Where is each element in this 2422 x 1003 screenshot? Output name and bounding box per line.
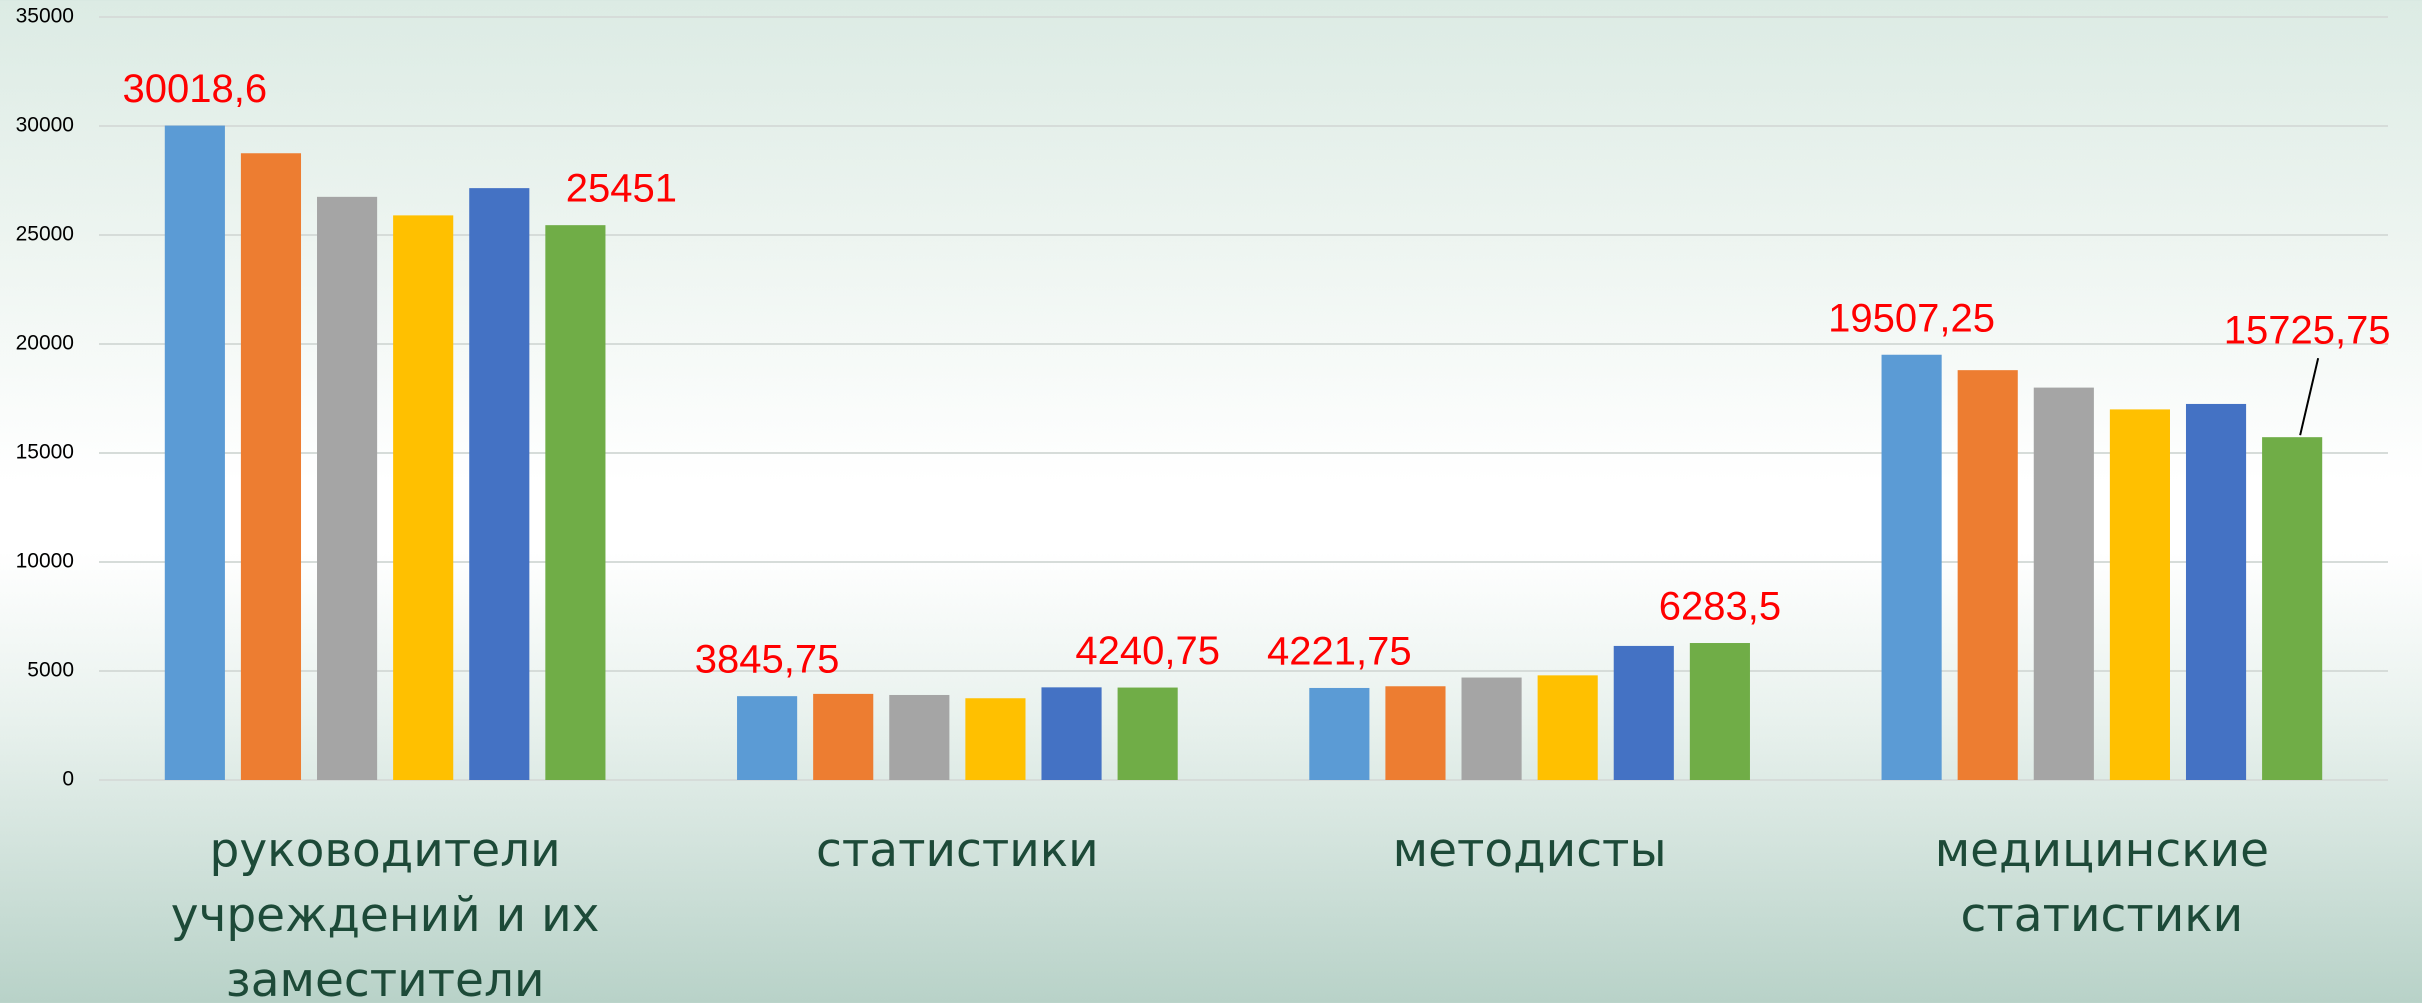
data-label: 30018,6: [123, 67, 268, 111]
y-tick-label: 35000: [16, 5, 74, 28]
bar: [737, 696, 798, 780]
leader-line: [2299, 357, 2320, 436]
bar: [545, 225, 606, 780]
bar: [1385, 686, 1446, 780]
data-label: 25451: [566, 167, 677, 211]
bar: [1537, 675, 1598, 780]
x-tick-label: медицинские статистики: [1934, 823, 2270, 943]
bar: [2033, 387, 2094, 780]
bar: [393, 215, 454, 780]
bar: [2109, 409, 2170, 780]
bar: [1461, 677, 1522, 780]
data-label: 3845,75: [695, 638, 840, 682]
bar: [1881, 354, 1942, 780]
data-label: 6283,5: [1659, 585, 1781, 629]
bar: [1689, 643, 1750, 780]
data-label: 4240,75: [1075, 629, 1220, 673]
data-label: 4221,75: [1267, 630, 1412, 674]
bar: [164, 125, 225, 780]
bar: [469, 188, 530, 780]
bar: [1957, 370, 2018, 780]
y-tick-label: 10000: [16, 550, 74, 573]
bar: [965, 698, 1026, 780]
x-tick-label: руководители учреждений и их заместители: [170, 823, 600, 1003]
y-tick-label: 20000: [16, 332, 74, 355]
bar: [1117, 687, 1178, 780]
bar: [317, 196, 378, 781]
data-label: 15725,75: [2224, 309, 2391, 353]
data-label: 19507,25: [1828, 296, 1995, 340]
y-tick-label: 15000: [16, 441, 74, 464]
bar: [240, 153, 302, 780]
bar: [2262, 437, 2323, 780]
bar: [1613, 645, 1674, 780]
x-tick-label: статистики: [816, 823, 1099, 878]
bar: [1041, 687, 1102, 780]
bar: [2185, 403, 2247, 780]
y-tick-label: 30000: [16, 114, 74, 137]
x-tick-label: методисты: [1392, 823, 1667, 878]
y-tick-label: 5000: [27, 659, 74, 682]
bar: [889, 694, 950, 780]
bar: [1309, 687, 1370, 780]
y-tick-label: 0: [62, 768, 74, 791]
bar: [813, 693, 874, 780]
y-tick-label: 25000: [16, 223, 74, 246]
